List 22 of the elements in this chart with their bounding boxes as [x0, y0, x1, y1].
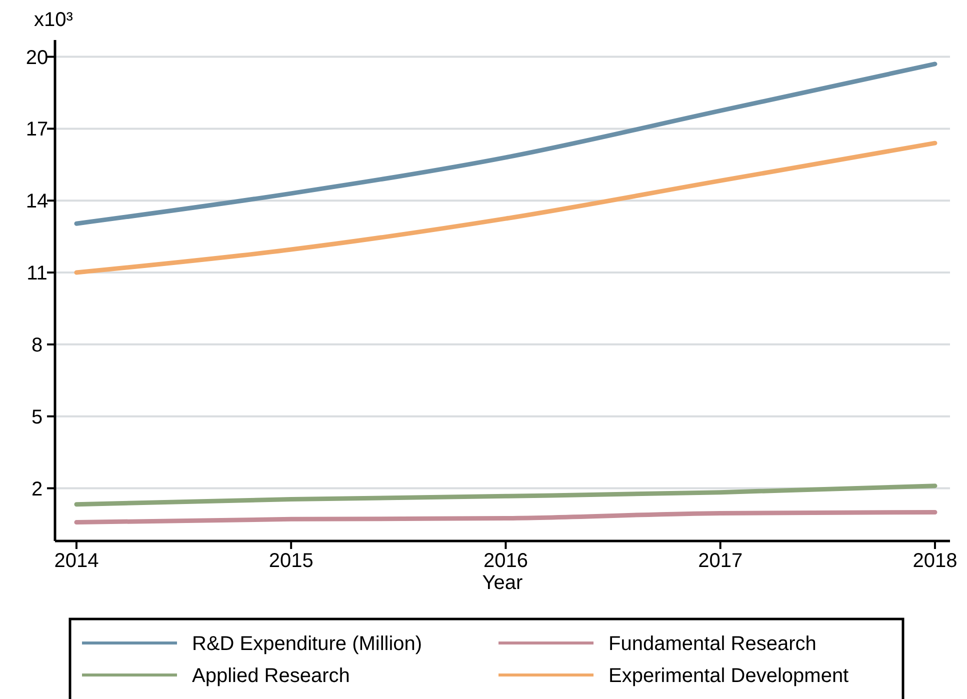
x-tick-label: 2016: [483, 550, 528, 572]
y-tick-label: 8: [31, 334, 43, 356]
line-series: [74, 484, 938, 507]
legend-label: Experimental Development: [608, 665, 850, 687]
y-tick-label: 20: [26, 46, 48, 69]
y-tick-label: 11: [26, 262, 48, 285]
line-series: [74, 510, 938, 525]
legend-label: Applied Research: [192, 665, 350, 687]
y-tick-label: 14: [26, 190, 48, 213]
line-series: [74, 140, 938, 275]
x-tick-label: 2018: [912, 550, 958, 572]
y-tick-label: 17: [26, 118, 48, 141]
x-tick-label: 2017: [698, 550, 743, 572]
x-tick-label: 2014: [54, 550, 99, 572]
legend-label: R&D Expenditure (Million): [192, 633, 422, 655]
y-axis-title: x10³: [34, 9, 74, 31]
y-tick-label: 2: [31, 478, 43, 500]
legend-label: Fundamental Research: [608, 633, 816, 655]
line-series: [74, 62, 938, 226]
x-tick-label: 2015: [268, 550, 314, 572]
y-tick-label: 5: [31, 406, 43, 428]
x-axis-title: Year: [482, 572, 524, 594]
